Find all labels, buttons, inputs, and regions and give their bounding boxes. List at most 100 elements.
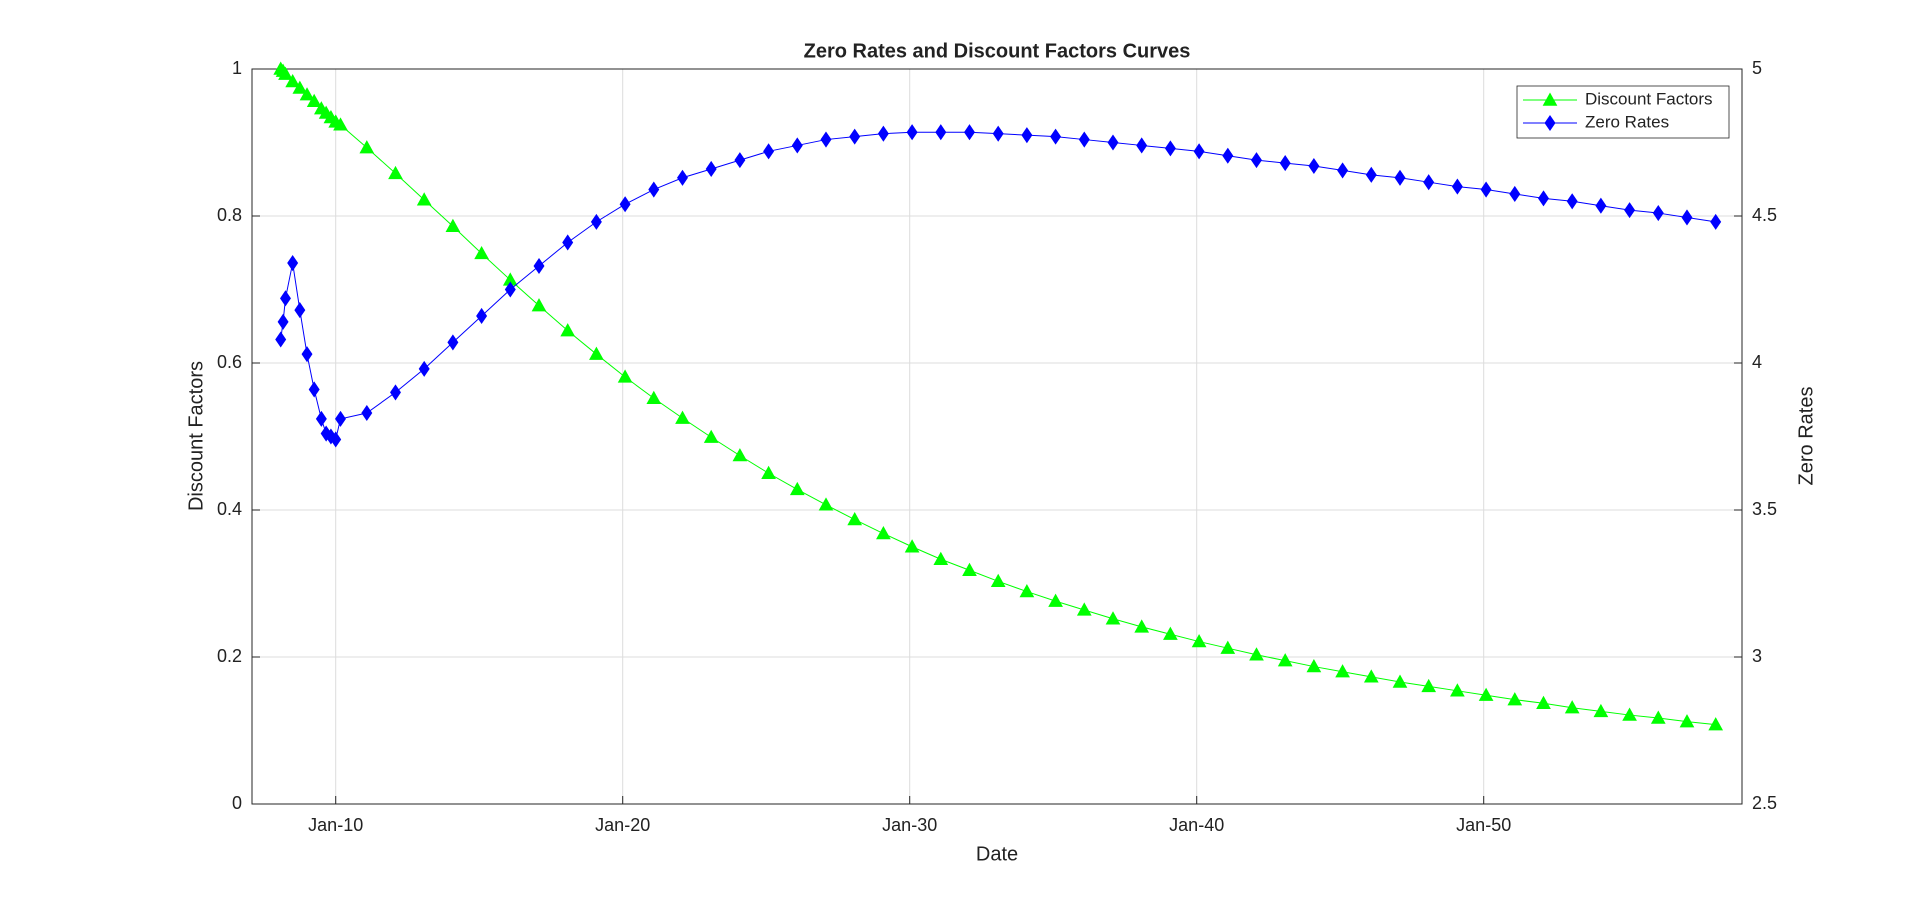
- x-tick-label: Jan-20: [595, 815, 650, 835]
- data-point: [1191, 634, 1207, 648]
- data-point: [333, 117, 348, 131]
- y-tick-label: 0.2: [217, 646, 242, 666]
- data-point: [445, 218, 461, 232]
- data-point: [1048, 593, 1063, 607]
- data-point: [847, 512, 863, 526]
- data-point: [791, 137, 803, 154]
- data-point: [277, 313, 289, 330]
- data-point: [1279, 155, 1291, 172]
- data-point: [1652, 205, 1664, 222]
- data-point: [904, 539, 920, 553]
- legend-marker: [1542, 92, 1558, 106]
- data-point: [849, 128, 861, 145]
- data-point: [308, 381, 320, 398]
- legend-label: Zero Rates: [1585, 112, 1669, 131]
- data-point: [275, 331, 287, 348]
- data-point: [789, 481, 805, 496]
- data-point: [476, 307, 488, 324]
- data-point: [562, 234, 574, 251]
- data-point: [1421, 678, 1437, 693]
- data-point: [1710, 213, 1722, 230]
- data-point: [294, 302, 306, 319]
- data-point: [590, 213, 602, 230]
- data-point: [734, 152, 746, 169]
- data-point: [876, 525, 891, 540]
- data-point: [1306, 659, 1322, 673]
- data-point: [1078, 131, 1090, 148]
- data-point: [1193, 143, 1205, 160]
- data-point: [330, 431, 342, 448]
- data-point: [877, 125, 889, 142]
- data-point: [278, 66, 293, 80]
- y2-axis-label: Zero Rates: [1795, 387, 1817, 486]
- y-tick-label: 0.6: [217, 352, 242, 372]
- data-point: [1509, 185, 1521, 202]
- data-point: [1595, 197, 1607, 214]
- x-tick-label: Jan-10: [308, 815, 363, 835]
- data-point: [299, 87, 315, 101]
- data-point: [1478, 687, 1494, 701]
- data-point: [390, 384, 401, 401]
- data-point: [1222, 147, 1234, 164]
- data-point: [1277, 653, 1293, 667]
- data-point: [1021, 127, 1033, 144]
- data-point: [359, 140, 375, 154]
- data-point: [990, 573, 1006, 587]
- data-point: [301, 346, 313, 363]
- data-point: [646, 390, 662, 404]
- data-point: [1105, 611, 1121, 625]
- data-point: [1650, 710, 1666, 724]
- y2-tick-label: 5: [1752, 58, 1762, 78]
- data-point: [1220, 640, 1236, 654]
- data-point: [705, 160, 717, 177]
- data-point: [1708, 717, 1724, 731]
- chart-title: Zero Rates and Discount Factors Curves: [804, 40, 1191, 62]
- data-point: [962, 562, 977, 576]
- data-point: [935, 124, 947, 141]
- data-point: [416, 192, 432, 206]
- data-point: [315, 410, 327, 427]
- data-point: [292, 80, 308, 94]
- data-point: [589, 346, 604, 360]
- data-point: [992, 125, 1004, 142]
- data-point: [1251, 152, 1262, 169]
- y2-tick-label: 2.5: [1752, 793, 1777, 813]
- data-point: [1335, 664, 1350, 678]
- data-point: [1566, 193, 1578, 210]
- data-point: [1593, 703, 1609, 718]
- data-point: [617, 369, 633, 383]
- x-tick-label: Jan-50: [1456, 815, 1511, 835]
- data-point: [964, 124, 975, 141]
- data-point: [1679, 714, 1695, 728]
- data-point: [1019, 584, 1035, 598]
- data-point: [1507, 692, 1523, 706]
- data-point: [763, 143, 775, 160]
- y-axis-label: Discount Factors: [185, 361, 207, 511]
- data-point: [1538, 190, 1549, 207]
- data-point: [1107, 134, 1119, 151]
- y-tick-label: 0.8: [217, 205, 242, 225]
- data-point: [1050, 128, 1062, 145]
- y2-tick-label: 4.5: [1752, 205, 1777, 225]
- data-point: [906, 124, 918, 141]
- data-point: [1451, 178, 1463, 195]
- data-point: [447, 334, 459, 351]
- data-point: [1164, 140, 1176, 157]
- data-point: [1076, 602, 1092, 616]
- data-point: [1564, 700, 1580, 714]
- data-point: [1450, 683, 1465, 697]
- data-point: [1392, 674, 1408, 688]
- data-point: [703, 429, 719, 443]
- data-point: [1480, 181, 1492, 198]
- legend-box: [1516, 85, 1730, 139]
- data-point: [533, 257, 545, 275]
- data-point: [280, 290, 291, 307]
- data-point: [287, 255, 299, 272]
- legend: Discount Factors Zero Rates: [1516, 85, 1730, 139]
- data-point: [1423, 174, 1435, 191]
- data-point: [474, 245, 489, 260]
- data-point: [619, 196, 631, 213]
- data-point: [648, 181, 660, 198]
